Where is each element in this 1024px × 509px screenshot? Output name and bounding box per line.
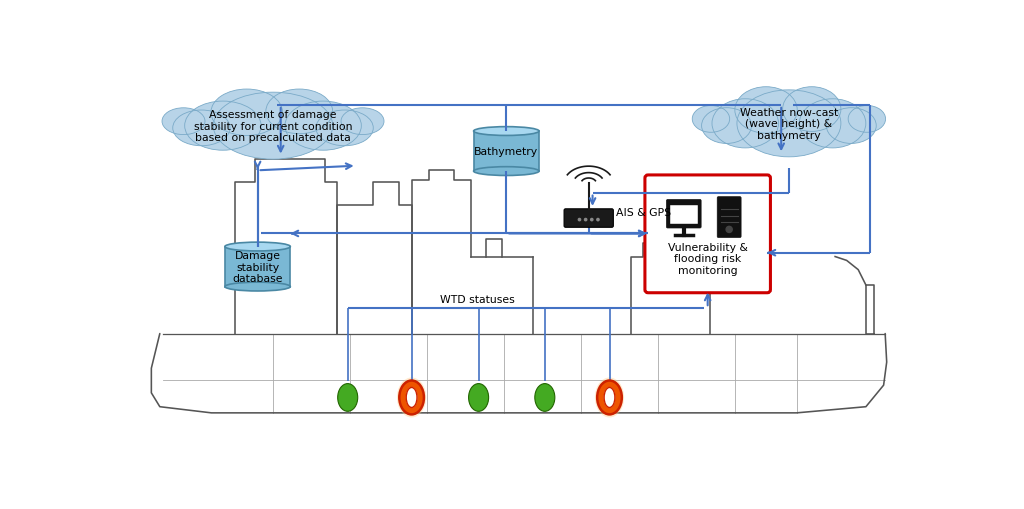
Circle shape bbox=[726, 227, 732, 233]
FancyBboxPatch shape bbox=[645, 176, 770, 293]
Ellipse shape bbox=[397, 378, 426, 418]
FancyBboxPatch shape bbox=[473, 132, 539, 172]
FancyBboxPatch shape bbox=[717, 197, 741, 238]
Circle shape bbox=[585, 219, 587, 221]
Text: Vulnerability &
flooding risk
monitoring: Vulnerability & flooding risk monitoring bbox=[668, 242, 748, 275]
FancyBboxPatch shape bbox=[564, 209, 613, 228]
Ellipse shape bbox=[535, 384, 555, 411]
Ellipse shape bbox=[338, 384, 357, 411]
Ellipse shape bbox=[225, 282, 291, 292]
Ellipse shape bbox=[473, 127, 539, 136]
Ellipse shape bbox=[225, 243, 291, 251]
Text: Assessment of damage
stability for current condition
based on precalculated data: Assessment of damage stability for curre… bbox=[194, 110, 352, 143]
Text: Damage
stability
database: Damage stability database bbox=[232, 250, 283, 284]
Text: Weather now-cast
(wave height) &
bathymetry: Weather now-cast (wave height) & bathyme… bbox=[739, 107, 838, 140]
Ellipse shape bbox=[399, 381, 424, 415]
Ellipse shape bbox=[604, 388, 614, 408]
Ellipse shape bbox=[595, 378, 625, 418]
Circle shape bbox=[591, 219, 593, 221]
Ellipse shape bbox=[407, 388, 417, 408]
Circle shape bbox=[597, 219, 599, 221]
Text: WTD statuses: WTD statuses bbox=[439, 295, 514, 305]
FancyBboxPatch shape bbox=[225, 247, 291, 287]
Ellipse shape bbox=[473, 167, 539, 176]
FancyBboxPatch shape bbox=[667, 200, 701, 229]
Text: Bathymetry: Bathymetry bbox=[474, 147, 539, 157]
Circle shape bbox=[579, 219, 581, 221]
Ellipse shape bbox=[469, 384, 488, 411]
Text: AIS & GPS: AIS & GPS bbox=[615, 208, 671, 217]
FancyBboxPatch shape bbox=[670, 206, 697, 224]
Ellipse shape bbox=[597, 381, 622, 415]
